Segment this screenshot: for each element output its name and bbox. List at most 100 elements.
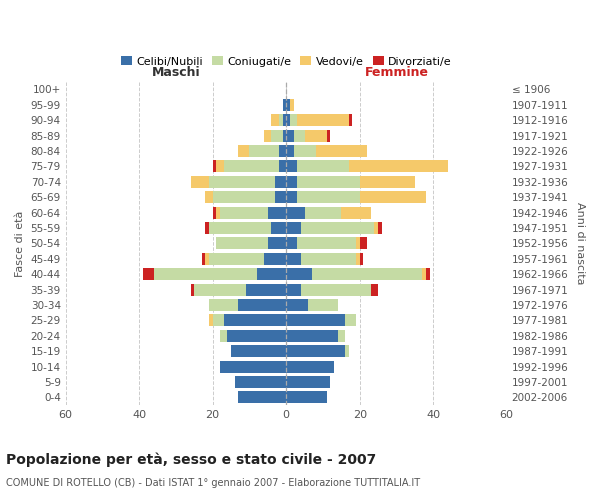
Bar <box>264 253 286 265</box>
Bar <box>209 176 275 188</box>
Bar <box>286 176 297 188</box>
Bar <box>143 268 154 280</box>
Bar <box>286 130 293 141</box>
Bar <box>279 114 283 126</box>
Bar <box>338 330 345 342</box>
Bar <box>349 160 448 172</box>
Bar <box>293 130 305 141</box>
Bar <box>308 299 338 311</box>
Bar <box>275 192 286 203</box>
Bar <box>286 314 345 326</box>
Bar <box>283 114 286 126</box>
Bar <box>224 160 279 172</box>
Bar <box>275 176 286 188</box>
Bar <box>154 268 257 280</box>
Bar <box>217 160 224 172</box>
Bar <box>271 130 283 141</box>
Bar <box>286 345 345 358</box>
Bar <box>286 360 334 372</box>
Bar <box>212 314 224 326</box>
Text: COMUNE DI ROTELLO (CB) - Dati ISTAT 1° gennaio 2007 - Elaborazione TUTTITALIA.IT: COMUNE DI ROTELLO (CB) - Dati ISTAT 1° g… <box>6 478 420 488</box>
Y-axis label: Anni di nascita: Anni di nascita <box>575 202 585 284</box>
Bar <box>301 253 356 265</box>
Bar <box>286 238 297 250</box>
Bar <box>286 284 301 296</box>
Bar <box>286 268 312 280</box>
Bar <box>297 238 356 250</box>
Bar <box>286 392 326 404</box>
Bar <box>286 376 331 388</box>
Bar <box>297 176 360 188</box>
Bar <box>220 360 286 372</box>
Bar <box>205 192 212 203</box>
Bar <box>341 206 371 218</box>
Bar <box>360 238 367 250</box>
Y-axis label: Fasce di età: Fasce di età <box>15 210 25 276</box>
Bar <box>378 222 382 234</box>
Bar <box>374 222 378 234</box>
Bar <box>286 114 290 126</box>
Bar <box>209 314 212 326</box>
Bar <box>312 268 422 280</box>
Bar <box>290 114 297 126</box>
Bar <box>238 299 286 311</box>
Bar <box>286 206 305 218</box>
Bar <box>271 114 279 126</box>
Bar <box>371 284 378 296</box>
Bar <box>286 253 301 265</box>
Bar <box>220 330 227 342</box>
Bar <box>349 114 352 126</box>
Bar <box>212 160 217 172</box>
Bar <box>271 222 286 234</box>
Bar <box>286 145 293 157</box>
Bar <box>286 299 308 311</box>
Bar <box>283 130 286 141</box>
Bar <box>360 253 364 265</box>
Bar <box>217 206 220 218</box>
Bar <box>356 238 360 250</box>
Text: Popolazione per età, sesso e stato civile - 2007: Popolazione per età, sesso e stato civil… <box>6 452 376 467</box>
Bar <box>227 330 286 342</box>
Bar <box>316 145 367 157</box>
Bar <box>356 253 360 265</box>
Bar <box>191 176 209 188</box>
Text: Maschi: Maschi <box>152 66 200 78</box>
Bar <box>224 314 286 326</box>
Bar <box>212 192 275 203</box>
Bar <box>220 206 268 218</box>
Bar <box>257 268 286 280</box>
Bar <box>205 222 209 234</box>
Bar <box>293 145 316 157</box>
Bar <box>264 130 271 141</box>
Bar <box>345 345 349 358</box>
Bar <box>286 222 301 234</box>
Bar <box>283 99 286 111</box>
Bar <box>286 99 290 111</box>
Bar <box>217 238 268 250</box>
Bar <box>191 284 194 296</box>
Bar <box>268 206 286 218</box>
Bar <box>326 130 331 141</box>
Bar <box>422 268 426 280</box>
Bar <box>286 330 338 342</box>
Bar <box>305 206 341 218</box>
Bar <box>305 130 326 141</box>
Bar <box>238 145 250 157</box>
Legend: Celibi/Nubili, Coniugati/e, Vedovi/e, Divorziati/e: Celibi/Nubili, Coniugati/e, Vedovi/e, Di… <box>116 52 456 71</box>
Bar <box>297 114 349 126</box>
Bar <box>297 160 349 172</box>
Bar <box>209 222 271 234</box>
Bar <box>286 192 297 203</box>
Bar <box>268 238 286 250</box>
Bar <box>238 392 286 404</box>
Bar <box>246 284 286 296</box>
Bar <box>286 160 297 172</box>
Bar <box>209 253 264 265</box>
Bar <box>194 284 246 296</box>
Bar <box>205 253 209 265</box>
Bar <box>279 145 286 157</box>
Text: Femmine: Femmine <box>364 66 428 78</box>
Bar <box>235 376 286 388</box>
Bar <box>231 345 286 358</box>
Bar <box>290 99 293 111</box>
